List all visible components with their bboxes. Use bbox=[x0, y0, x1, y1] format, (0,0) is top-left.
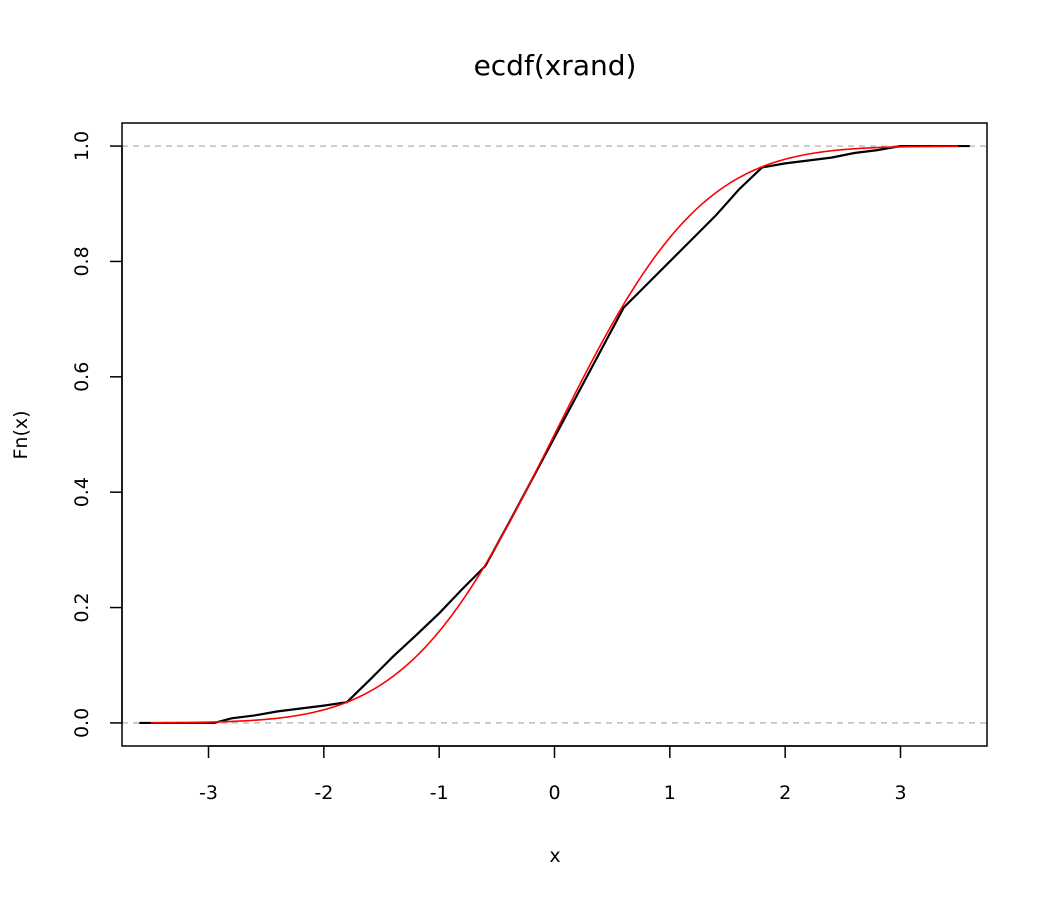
y-tick-label: 0.0 bbox=[71, 708, 93, 738]
chart-title: ecdf(xrand) bbox=[474, 49, 637, 82]
x-tick-label: -3 bbox=[199, 782, 218, 804]
x-tick-label: 2 bbox=[779, 782, 791, 804]
x-tick-label: -2 bbox=[314, 782, 333, 804]
series-group bbox=[139, 144, 970, 725]
series-line-1 bbox=[150, 145, 959, 724]
x-tick-label: 1 bbox=[664, 782, 676, 804]
y-axis-label: Fn(x) bbox=[10, 410, 32, 459]
x-axis-label: x bbox=[549, 845, 560, 867]
y-tick-label: 0.4 bbox=[71, 477, 93, 507]
x-tick-label: -1 bbox=[430, 782, 449, 804]
x-axis: -3 -2 -1 0 1 2 3 bbox=[199, 745, 907, 804]
x-tick-label: 0 bbox=[548, 782, 560, 804]
y-tick-label: 0.6 bbox=[71, 362, 93, 392]
y-tick-label: 1.0 bbox=[71, 131, 93, 161]
reference-lines bbox=[122, 145, 987, 724]
y-axis: 0.0 0.2 0.4 0.6 0.8 1.0 bbox=[71, 131, 123, 738]
series-line-0 bbox=[139, 144, 970, 725]
y-tick-label: 0.8 bbox=[71, 246, 93, 276]
y-tick-label: 0.2 bbox=[71, 592, 93, 622]
x-tick-label: 3 bbox=[894, 782, 906, 804]
